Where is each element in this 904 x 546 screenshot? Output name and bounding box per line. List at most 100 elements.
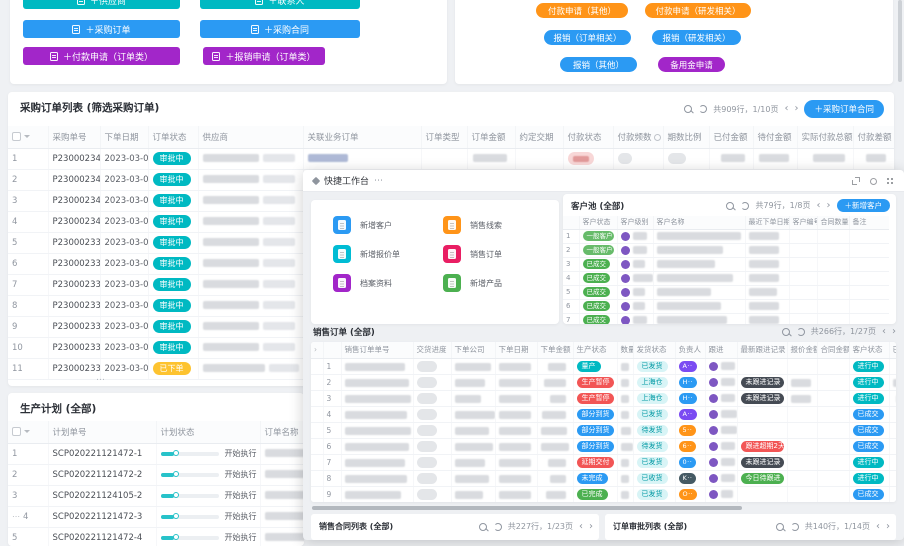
next-page-icon[interactable]: ›: [892, 325, 896, 337]
table-row[interactable]: 6 已成交: [563, 299, 889, 314]
info-icon[interactable]: [653, 133, 661, 141]
next-page-icon[interactable]: ›: [794, 103, 799, 114]
table-row[interactable]: 2 SCP020221121472-2 开始执行: [8, 464, 304, 486]
table-row[interactable]: 8 未完成 已收货 K·· 今日待跟进 进行中: [311, 470, 896, 487]
table-row[interactable]: 3 SCP020221124105-2 开始执行: [8, 485, 304, 507]
table-row[interactable]: 5 部分到货 待发货 5·· 已成交: [311, 422, 896, 439]
payment-request-rd-button[interactable]: 付款申请（研发相关）: [645, 3, 751, 18]
table-row[interactable]: 1 P230002344 2023-03-09 审批中: [8, 148, 894, 170]
table-cell: [653, 271, 746, 286]
redacted-text: [549, 474, 566, 483]
add-quote-shortcut[interactable]: 新增报价单: [333, 245, 400, 263]
add-customer-button[interactable]: ＋新增客户: [836, 199, 890, 212]
redacted-text: [790, 378, 811, 387]
table-row[interactable]: 2 一般客户: [563, 243, 889, 258]
table-row[interactable]: 5 SCP020221121472-4 开始执行: [8, 527, 304, 546]
horizontal-scrollbar[interactable]: [312, 506, 742, 510]
more-window-icon[interactable]: [886, 177, 894, 185]
reimburse-rd-button[interactable]: 报销（研发相关）: [652, 30, 741, 45]
pin-window-icon[interactable]: [869, 177, 877, 185]
pagination-text: 共909行，1/10页: [713, 104, 779, 114]
table-cell: [889, 358, 896, 375]
column-header: 关联业务订单: [303, 126, 422, 149]
table-cell: [787, 454, 818, 471]
add-reimburse-request-order-button[interactable]: ＋报销申请（订单类）: [203, 47, 325, 65]
table-row[interactable]: 5 已成交: [563, 285, 889, 300]
table-cell: [311, 390, 324, 407]
redacted-text: [454, 458, 485, 467]
table-row[interactable]: 1 一般客户: [563, 229, 889, 244]
table-row[interactable]: 6 部分到货 待发货 6·· 跟进超期2天 已成交: [311, 438, 896, 455]
petty-cash-request-button[interactable]: 备用金申请: [658, 57, 725, 72]
files-shortcut[interactable]: 档案资料: [333, 274, 392, 292]
row-more-handle[interactable]: ⋯: [12, 511, 20, 521]
table-row[interactable]: 4 部分到货 已发货 A·· 已成交: [311, 406, 896, 423]
table-cell: 审批中: [148, 337, 199, 359]
redacted-text: [202, 322, 259, 330]
table-cell: [495, 486, 538, 502]
prev-page-icon[interactable]: ‹: [784, 103, 789, 114]
add-purchase-contract-button[interactable]: ＋采购订单合同: [804, 100, 884, 118]
add-payment-request-order-button[interactable]: ＋付款申请（订单类）: [23, 47, 180, 65]
column-header-label: 实际付款总额: [801, 132, 853, 143]
refresh-icon[interactable]: [741, 201, 750, 210]
table-row[interactable]: ⋯ 4 SCP020221121472-3 开始执行: [8, 506, 304, 528]
quick-create-card-right: 付款申请（其他） 付款申请（研发相关） 报销（订单相关） 报销（研发相关） 报销（其他）…: [455, 0, 893, 84]
tag-pill: 上海仓: [636, 392, 668, 404]
table-row[interactable]: 4 已成交: [563, 271, 889, 286]
table-cell: 2023-03-09: [100, 253, 149, 275]
table-row[interactable]: 7 已成交: [563, 313, 889, 324]
search-icon[interactable]: [683, 104, 693, 114]
add-customer-shortcut[interactable]: 新增客户: [333, 216, 392, 234]
prev-page-icon[interactable]: ‹: [579, 520, 583, 532]
prev-page-icon[interactable]: ‹: [882, 325, 886, 337]
select-all-checkbox[interactable]: [12, 426, 21, 436]
avatar-pill: H··: [678, 376, 698, 388]
workbench-titlebar[interactable]: 快捷工作台 ⋯: [303, 170, 904, 192]
reimburse-other-button[interactable]: 报销（其他）: [560, 57, 637, 72]
quick-button-label: ＋联系人: [268, 0, 305, 7]
add-supplier-button[interactable]: ＋供应商: [23, 0, 180, 9]
add-contact-button[interactable]: ＋联系人: [200, 0, 360, 9]
search-icon[interactable]: [725, 201, 735, 211]
prev-page-icon[interactable]: ‹: [876, 520, 880, 532]
table-cell: [787, 406, 818, 423]
table-row[interactable]: 2 生产暂停 上海仓 H·· 未跟进记录 进行中: [311, 374, 896, 391]
chevron-down-icon[interactable]: [24, 429, 30, 433]
refresh-icon[interactable]: [790, 522, 799, 531]
add-purchase-contract-button[interactable]: ＋采购合同: [200, 20, 360, 38]
redacted-text: [344, 394, 411, 403]
next-page-icon[interactable]: ›: [589, 520, 593, 532]
table-row[interactable]: 3 生产暂停 上海仓 H·· 未跟进记录 进行中: [311, 390, 896, 407]
reimburse-order-button[interactable]: 报销（订单相关）: [544, 30, 631, 45]
table-row[interactable]: 7 延期交付 已发货 0·· 未跟进记录 进行中: [311, 454, 896, 471]
table-row[interactable]: 1 量产 已发货 A·· 进行中: [311, 358, 896, 375]
collapse-window-icon[interactable]: [852, 176, 860, 185]
page-scrollbar[interactable]: [898, 0, 902, 82]
refresh-icon[interactable]: [493, 522, 502, 531]
search-icon[interactable]: [775, 522, 785, 532]
column-header-label: 销售订单单号: [344, 345, 390, 355]
row-index: 1: [12, 448, 18, 459]
next-page-icon[interactable]: ›: [826, 199, 831, 211]
refresh-icon[interactable]: [699, 105, 708, 113]
sales-leads-shortcut[interactable]: 销售线索: [443, 216, 502, 234]
table-row[interactable]: 3 已成交: [563, 257, 889, 272]
next-page-icon[interactable]: ›: [886, 520, 890, 532]
purchase-order-icon: [72, 24, 81, 34]
table-row[interactable]: 1 SCP020221121472-1 开始执行: [8, 443, 304, 465]
add-product-shortcut[interactable]: 新增产品: [443, 274, 502, 292]
payment-request-other-button[interactable]: 付款申请（其他）: [536, 3, 628, 18]
sales-order-shortcut[interactable]: 销售订单: [443, 245, 502, 263]
refresh-icon[interactable]: [796, 327, 805, 336]
chevron-down-icon[interactable]: [24, 134, 30, 138]
table-cell: [705, 486, 738, 502]
search-icon[interactable]: [781, 327, 791, 337]
add-purchase-order-button[interactable]: ＋采购订单: [23, 20, 180, 38]
prev-page-icon[interactable]: ‹: [816, 199, 821, 211]
table-cell: [413, 358, 452, 375]
select-all-checkbox[interactable]: [12, 131, 21, 141]
search-icon[interactable]: [478, 522, 488, 532]
table-row[interactable]: 9 已完成 已发货 O·· 已成交: [311, 486, 896, 502]
status-badge: 已成交: [852, 488, 884, 500]
